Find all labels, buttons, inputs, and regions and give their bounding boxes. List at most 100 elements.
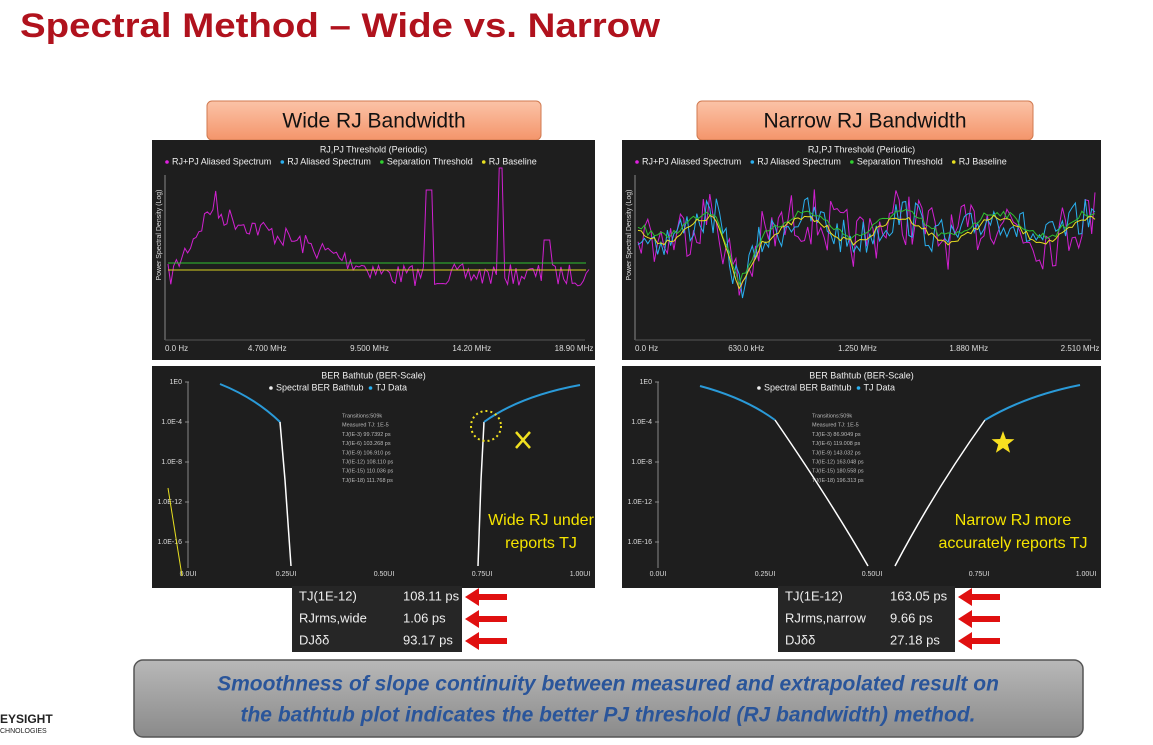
logo: CHNOLOGIES [0, 728, 47, 735]
legend-entry: TJ Data [376, 382, 408, 392]
x-tick-label: 0.0 Hz [635, 344, 658, 353]
stats-line: TJ(IE-9) 106.910 ps [342, 450, 391, 456]
table-cell: 1.06 ps [403, 610, 446, 625]
red-arrow [958, 588, 1000, 606]
stats-line: Measured TJ: 1E-5 [812, 423, 859, 429]
stats-line: TJ(IE-6) 103.268 ps [342, 441, 391, 447]
table-cell: RJrms,narrow [785, 610, 867, 625]
legend-dot [380, 160, 384, 164]
legend-dot [280, 160, 285, 164]
panel-header: Wide RJ Bandwidth [282, 110, 465, 133]
annotation: Narrow RJ more [955, 512, 1072, 529]
x-tick-label: 0.75UI [472, 571, 493, 578]
spectrum-trace [167, 167, 590, 287]
table-cell: 93.17 ps [403, 632, 453, 647]
x-tick-label: 0.50UI [374, 571, 395, 578]
y-axis-label: Power Spectral Density (Log) [156, 189, 163, 280]
stats-line: TJ(IE-3) 86.9049 ps [812, 432, 861, 438]
bathtub-curve [279, 421, 292, 567]
red-arrow [465, 588, 507, 606]
red-arrow [465, 632, 507, 650]
x-tick-label: 2.510 MHz [1061, 344, 1100, 353]
spectrum-trace [637, 208, 1096, 287]
table-cell: DJδδ [299, 632, 329, 647]
legend-entry: Separation Threshold [857, 156, 943, 166]
y-tick-label: 1.0E-4 [161, 419, 182, 426]
y-axis-label: Power Spectral Density (Log) [626, 189, 633, 280]
logo: EYSIGHT [0, 712, 53, 726]
table-cell: 163.05 ps [890, 588, 948, 603]
bathtub-curve [167, 487, 183, 577]
legend-entry: TJ Data [864, 382, 896, 392]
x-tick-label: 9.500 MHz [350, 344, 389, 353]
table-cell: 27.18 ps [890, 632, 940, 647]
x-tick-label: 18.90 MHz [555, 344, 594, 353]
legend-dot [856, 386, 861, 390]
legend-entry: RJ Baseline [959, 156, 1007, 166]
annotation: Wide RJ under [488, 512, 594, 529]
table-cell: TJ(1E-12) [785, 588, 843, 603]
bathtub-curve [699, 385, 776, 421]
x-tick-label: 1.880 MHz [949, 344, 988, 353]
x-tick-label: 4.700 MHz [248, 344, 287, 353]
y-tick-label: 1.0E-8 [631, 459, 652, 466]
banner [133, 659, 1084, 738]
legend-entry: Spectral BER Bathtub [764, 382, 852, 392]
panel-header: Narrow RJ Bandwidth [763, 110, 966, 133]
x-tick-label: 14.20 MHz [452, 344, 491, 353]
legend-entry: Separation Threshold [387, 156, 473, 166]
bathtub-plot [152, 366, 595, 588]
red-arrow [465, 610, 507, 628]
highlight-circle [470, 410, 502, 442]
x-tick-label: 0.0 Hz [165, 344, 188, 353]
table-cell: DJδδ [785, 632, 815, 647]
x-tick-label: 0.25UI [755, 571, 776, 578]
legend-entry: Spectral BER Bathtub [276, 382, 364, 392]
stats-line: Transitions:509k [342, 413, 382, 419]
x-tick-label: 0.0UI [650, 571, 667, 578]
x-tick-label: 0.25UI [276, 571, 297, 578]
legend-entry: RJ+PJ Aliased Spectrum [642, 156, 741, 166]
stats-line: TJ(IE-9) 143.032 ps [812, 450, 861, 456]
stats-line: TJ(IE-18) 111.768 ps [342, 478, 393, 484]
x-tick-label: 1.00UI [1076, 571, 1097, 578]
spectrum-plot [622, 140, 1101, 360]
result-table [778, 586, 955, 652]
bathtub-curve [483, 384, 581, 423]
spectrum-plot [152, 140, 595, 360]
banner-text: Smoothness of slope continuity between m… [217, 673, 999, 696]
cross-mark [515, 431, 531, 449]
plot-title: BER Bathtub (BER-Scale) [809, 370, 914, 380]
legend-entry: RJ Aliased Spectrum [757, 156, 841, 166]
bathtub-curve [774, 419, 869, 567]
legend-dot [481, 160, 486, 164]
legend-dot [635, 160, 639, 164]
stats-line: TJ(IE-12) 108.110 ps [342, 459, 394, 465]
x-tick-label: 0.75UI [969, 571, 990, 578]
y-tick-label: 1E0 [640, 379, 653, 386]
legend-dot [850, 160, 854, 164]
x-tick-label: 0.0UI [180, 571, 197, 578]
y-tick-label: 1.0E-16 [157, 539, 182, 546]
stats-line: TJ(IE-15) 180.558 ps [812, 469, 864, 475]
stats-line: Transitions:509k [812, 413, 852, 419]
stats-line: TJ(IE-3) 99.7392 ps [342, 432, 391, 438]
slide-title: Spectral Method – Wide vs. Narrow [20, 7, 661, 45]
x-tick-label: 1.250 MHz [838, 344, 877, 353]
x-tick-label: 1.00UI [570, 571, 591, 578]
y-tick-label: 1E0 [170, 379, 183, 386]
stats-line: Measured TJ: 1E-5 [342, 423, 389, 429]
stats-line: TJ(IE-18) 196.313 ps [812, 478, 864, 484]
legend-dot [757, 386, 761, 390]
result-table [292, 586, 462, 652]
star-mark [991, 431, 1015, 453]
y-tick-label: 1.0E-4 [631, 419, 652, 426]
y-tick-label: 1.0E-16 [627, 539, 652, 546]
spectrum-trace [637, 214, 1096, 290]
stats-line: TJ(IE-12) 163.048 ps [812, 459, 864, 465]
table-cell: TJ(1E-12) [299, 588, 357, 603]
legend-dot [951, 160, 956, 164]
legend-dot [750, 160, 755, 164]
bathtub-curve [219, 383, 281, 423]
